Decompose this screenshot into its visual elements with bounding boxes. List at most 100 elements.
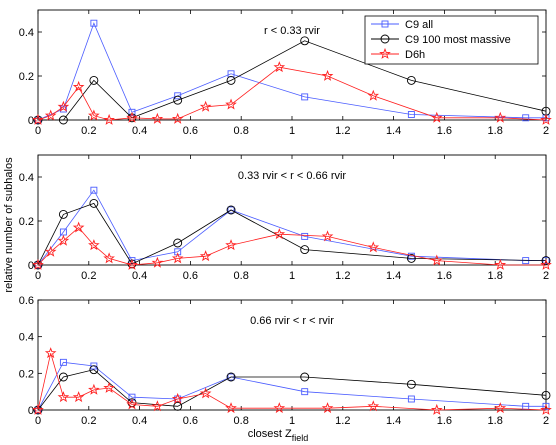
series-line: [37, 227, 546, 266]
legend-item-c9all: C9 all: [371, 19, 433, 31]
data-point: [300, 36, 310, 46]
data-point: [44, 109, 57, 121]
data-point: [273, 228, 286, 240]
data-point: [32, 113, 44, 125]
data-point: [494, 258, 507, 270]
series-line: [38, 40, 547, 121]
data-point: [58, 115, 68, 125]
data-point: [128, 108, 136, 116]
panel-frame: [37, 299, 547, 411]
data-point: [57, 234, 70, 246]
data-point: [406, 379, 416, 389]
data-point: [225, 239, 237, 251]
x-tick-label: 1: [289, 415, 295, 427]
data-point: [171, 112, 184, 124]
legend-item-d6h: D6h: [371, 47, 425, 61]
data-point: [88, 109, 100, 121]
x-tick-label: 0.4: [132, 270, 147, 282]
x-tick-label: 1.2: [335, 415, 350, 427]
data-point: [90, 362, 98, 370]
data-point: [541, 390, 551, 400]
data-point: [103, 113, 115, 125]
data-point: [173, 401, 183, 411]
data-point: [58, 209, 68, 219]
data-point: [44, 347, 57, 359]
data-point: [103, 381, 115, 393]
x-tick-label: 2: [543, 125, 549, 137]
x-tick-label: 1.6: [437, 415, 452, 427]
data-point: [151, 256, 164, 268]
data-point: [321, 69, 334, 81]
data-point: [227, 206, 235, 214]
data-point: [542, 402, 550, 410]
data-point: [89, 365, 99, 375]
x-tick-label: 1.4: [386, 125, 401, 137]
data-point: [174, 92, 182, 100]
x-tick-label: 1.6: [437, 125, 452, 137]
legend: C9 all C9 100 most massive D6h: [364, 15, 539, 65]
legend-label: D6h: [405, 49, 425, 61]
panel-frame: [37, 154, 547, 266]
data-point: [406, 253, 416, 263]
data-point: [72, 80, 85, 92]
x-tick-label: 1.8: [488, 415, 503, 427]
series-line: [37, 202, 547, 266]
x-tick-label: 1.2: [335, 125, 350, 137]
x-tick-label: 1.4: [386, 270, 401, 282]
data-point: [226, 205, 236, 215]
y-tick-label: 0.6: [19, 295, 34, 307]
y-tick-label: 0: [28, 405, 34, 417]
legend-item-c9massive: C9 100 most massive: [371, 34, 511, 46]
data-point: [58, 372, 68, 382]
panels: 0 0.2 0.4 0.6 0.8 1 1.2 1.4 1.6 1.8 2 0 0.2 0.4 r < 0.…: [19, 9, 552, 427]
x-tick-label: 0.4: [132, 125, 147, 137]
x-tick-label: 1.6: [437, 270, 452, 282]
y-axis-label: relative number of subhalos: [3, 157, 15, 293]
data-point: [301, 388, 309, 396]
series-line: [37, 189, 546, 266]
x-tick-label: 0: [35, 125, 41, 137]
x-tick-label: 0.8: [234, 415, 249, 427]
data-point: [273, 61, 286, 73]
y-tick-label: 0.4: [19, 172, 34, 184]
data-point: [72, 221, 85, 233]
data-point: [300, 245, 310, 255]
x-tick-label: 2: [543, 270, 549, 282]
data-point: [151, 400, 164, 412]
x-tick-label: 1: [289, 125, 295, 137]
data-point: [103, 252, 115, 264]
series-c9massive: [33, 198, 551, 270]
data-point: [151, 112, 164, 124]
x-tick-label: 2: [543, 415, 549, 427]
data-point: [430, 403, 443, 415]
x-tick-label: 0.2: [81, 270, 96, 282]
x-axis-label-subscript: field: [292, 433, 309, 443]
data-point: [540, 258, 552, 270]
data-point: [32, 403, 44, 415]
data-point: [226, 75, 236, 85]
data-point: [88, 383, 100, 395]
x-tick-label: 0.4: [132, 415, 147, 427]
y-tick-label: 0: [28, 260, 34, 272]
data-point: [89, 198, 99, 208]
series-line: [37, 22, 546, 121]
data-point: [171, 252, 184, 264]
series-d6h: [32, 347, 552, 415]
data-point: [225, 98, 237, 110]
data-point: [273, 402, 286, 414]
data-point: [300, 372, 310, 382]
data-point: [32, 258, 44, 270]
x-tick-label: 1.4: [386, 415, 401, 427]
data-point: [522, 114, 530, 122]
series-c9massive: [33, 365, 551, 415]
series-line: [37, 369, 547, 411]
data-point: [126, 258, 138, 270]
y-tick-label: 0.2: [19, 368, 34, 380]
data-point: [59, 358, 67, 366]
data-point: [225, 402, 237, 414]
data-point: [301, 232, 309, 240]
data-point: [88, 239, 100, 251]
x-tick-label: 0.8: [234, 125, 249, 137]
data-point: [90, 19, 98, 27]
